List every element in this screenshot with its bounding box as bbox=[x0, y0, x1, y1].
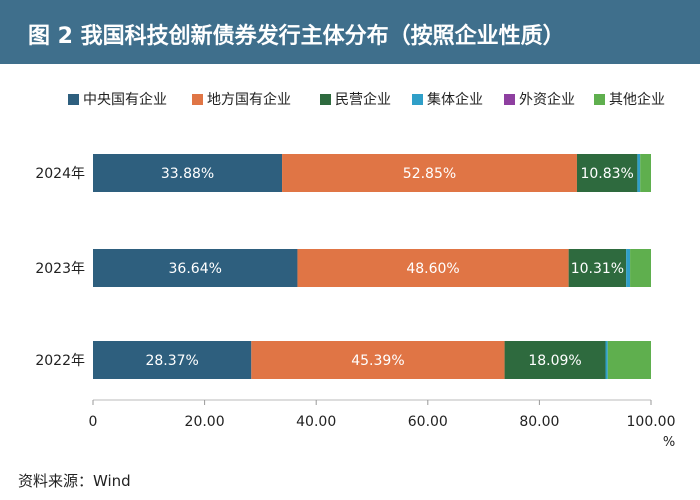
bar-segment bbox=[297, 249, 569, 287]
bar-segment bbox=[605, 341, 608, 379]
bar-segment bbox=[93, 249, 298, 287]
bar-segment bbox=[626, 249, 631, 287]
bar-segment bbox=[630, 249, 651, 287]
category-label: 2022年 bbox=[35, 353, 85, 369]
bar-segment bbox=[640, 154, 651, 192]
source-note: 资料来源：Wind bbox=[18, 472, 131, 490]
legend-label: 其他企业 bbox=[609, 91, 665, 108]
legend-swatch bbox=[320, 94, 331, 105]
chart-title: 图 2 我国科技创新债券发行主体分布（按照企业性质） bbox=[28, 24, 565, 49]
bar-value-label: 33.88% bbox=[161, 166, 214, 182]
x-tick-label: 80.00 bbox=[519, 414, 559, 430]
category-label: 2024年 bbox=[35, 166, 85, 182]
legend-label: 中央国有企业 bbox=[83, 91, 167, 108]
bar-value-label: 36.64% bbox=[169, 261, 222, 277]
chart-area: 中央国有企业 地方国有企业 民营企业 集体企业 外资企业 其他企业 33.88% 52.85%… bbox=[0, 64, 700, 464]
bar-value-label: 45.39% bbox=[351, 353, 404, 369]
bar-value-label: 18.09% bbox=[528, 353, 581, 369]
stacked-bar-chart: 中央国有企业 地方国有企业 民营企业 集体企业 外资企业 其他企业 33.88% 52.85%… bbox=[35, 91, 676, 450]
legend-label: 外资企业 bbox=[519, 91, 575, 108]
bar-segment bbox=[607, 341, 651, 379]
bar-segment bbox=[504, 341, 606, 379]
x-tick-label: 100.00 bbox=[627, 414, 676, 430]
bar-segment bbox=[282, 154, 577, 192]
bar-value-label: 10.31% bbox=[571, 261, 624, 277]
legend-swatch bbox=[594, 94, 605, 105]
bar-segment bbox=[637, 154, 641, 192]
bar-value-label: 52.85% bbox=[403, 166, 456, 182]
bar-segment bbox=[568, 249, 627, 287]
legend-label: 民营企业 bbox=[335, 91, 391, 108]
legend-label: 集体企业 bbox=[427, 91, 483, 108]
bar-value-label: 48.60% bbox=[406, 261, 459, 277]
x-tick-label: 40.00 bbox=[296, 414, 336, 430]
x-axis-unit: % bbox=[663, 435, 675, 450]
chart-title-bar: 图 2 我国科技创新债券发行主体分布（按照企业性质） bbox=[0, 0, 700, 64]
x-tick-label: 60.00 bbox=[408, 414, 448, 430]
bar-segment bbox=[251, 341, 505, 379]
bar-segment bbox=[576, 154, 638, 192]
legend-swatch bbox=[192, 94, 203, 105]
bar-segment bbox=[93, 341, 252, 379]
x-tick-label: 0 bbox=[89, 414, 98, 430]
legend-label: 地方国有企业 bbox=[207, 91, 291, 108]
category-label: 2023年 bbox=[35, 261, 85, 277]
legend-swatch bbox=[504, 94, 515, 105]
x-tick-label: 20.00 bbox=[185, 414, 225, 430]
legend-swatch bbox=[412, 94, 423, 105]
bar-value-label: 10.83% bbox=[580, 166, 633, 182]
legend-swatch bbox=[68, 94, 79, 105]
bar-value-label: 28.37% bbox=[145, 353, 198, 369]
bar-segment bbox=[93, 154, 283, 192]
